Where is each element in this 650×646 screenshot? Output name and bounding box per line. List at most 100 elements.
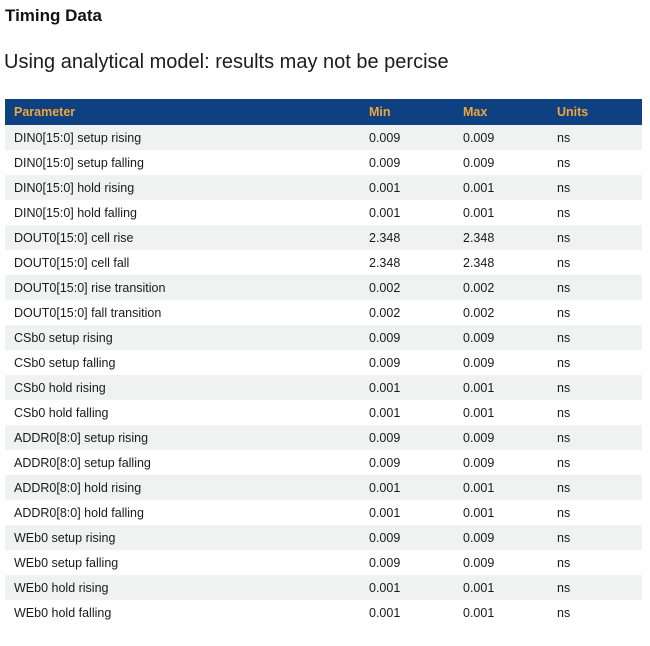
table-row: DOUT0[15:0] cell fall 2.348 2.348 ns xyxy=(5,250,642,275)
cell-units: ns xyxy=(557,580,571,595)
cell-units: ns xyxy=(557,230,571,245)
table-row: DOUT0[15:0] rise transition 0.002 0.002 ns xyxy=(5,275,642,300)
cell-max: 0.002 xyxy=(463,305,495,320)
cell-units: ns xyxy=(557,405,571,420)
timing-table-head: Parameter Min Max Units xyxy=(5,99,642,125)
cell-min: 0.009 xyxy=(369,355,401,370)
table-row: CSb0 hold rising 0.001 0.001 ns xyxy=(5,375,642,400)
cell-max: 0.009 xyxy=(463,455,495,470)
cell-min: 0.001 xyxy=(369,605,401,620)
page-title: Timing Data xyxy=(5,6,102,25)
cell-parameter: DOUT0[15:0] fall transition xyxy=(14,305,162,320)
cell-min: 0.001 xyxy=(369,405,401,420)
table-row: DIN0[15:0] setup rising 0.009 0.009 ns xyxy=(5,125,642,150)
cell-min: 0.001 xyxy=(369,505,401,520)
cell-parameter: ADDR0[8:0] hold rising xyxy=(14,480,142,495)
cell-units: ns xyxy=(557,255,571,270)
cell-min: 0.009 xyxy=(369,330,401,345)
cell-max: 0.001 xyxy=(463,605,495,620)
cell-max: 0.009 xyxy=(463,130,495,145)
table-row: CSb0 setup falling 0.009 0.009 ns xyxy=(5,350,642,375)
cell-max: 0.009 xyxy=(463,155,495,170)
cell-units: ns xyxy=(557,505,571,520)
cell-max: 0.001 xyxy=(463,480,495,495)
cell-units: ns xyxy=(557,180,571,195)
table-row: DIN0[15:0] hold falling 0.001 0.001 ns xyxy=(5,200,642,225)
cell-units: ns xyxy=(557,555,571,570)
cell-max: 0.001 xyxy=(463,205,495,220)
cell-parameter: ADDR0[8:0] hold falling xyxy=(14,505,144,520)
cell-units: ns xyxy=(557,355,571,370)
cell-min: 0.001 xyxy=(369,180,401,195)
cell-max: 0.009 xyxy=(463,430,495,445)
header-row: Parameter Min Max Units xyxy=(5,99,642,125)
table-row: DIN0[15:0] hold rising 0.001 0.001 ns xyxy=(5,175,642,200)
cell-min: 0.002 xyxy=(369,305,401,320)
cell-min: 2.348 xyxy=(369,255,401,270)
cell-max: 0.009 xyxy=(463,355,495,370)
timing-table-body: DIN0[15:0] setup rising 0.009 0.009 ns DIN0[… xyxy=(5,125,642,625)
cell-min: 0.001 xyxy=(369,480,401,495)
cell-parameter: DIN0[15:0] hold rising xyxy=(14,180,135,195)
cell-parameter: DOUT0[15:0] cell fall xyxy=(14,255,130,270)
table-row: WEb0 hold falling 0.001 0.001 ns xyxy=(5,600,642,625)
cell-max: 0.009 xyxy=(463,330,495,345)
column-header-max: Max xyxy=(454,99,548,125)
cell-max: 2.348 xyxy=(463,255,495,270)
cell-min: 0.009 xyxy=(369,455,401,470)
cell-min: 0.001 xyxy=(369,205,401,220)
cell-max: 0.001 xyxy=(463,405,495,420)
table-row: ADDR0[8:0] setup rising 0.009 0.009 ns xyxy=(5,425,642,450)
cell-units: ns xyxy=(557,330,571,345)
page-subtitle: Using analytical model: results may not … xyxy=(4,51,449,73)
cell-parameter: DIN0[15:0] setup rising xyxy=(14,130,142,145)
column-header-units: Units xyxy=(548,99,642,125)
cell-units: ns xyxy=(557,455,571,470)
cell-max: 0.002 xyxy=(463,280,495,295)
table-row: DIN0[15:0] setup falling 0.009 0.009 ns xyxy=(5,150,642,175)
cell-min: 0.009 xyxy=(369,155,401,170)
cell-parameter: ADDR0[8:0] setup falling xyxy=(14,455,151,470)
cell-min: 0.001 xyxy=(369,580,401,595)
cell-max: 0.001 xyxy=(463,505,495,520)
table-row: WEb0 setup rising 0.009 0.009 ns xyxy=(5,525,642,550)
cell-parameter: WEb0 setup falling xyxy=(14,555,119,570)
cell-units: ns xyxy=(557,480,571,495)
timing-table: Parameter Min Max Units DIN0[15:0] setup ri… xyxy=(5,99,642,625)
cell-parameter: CSb0 hold falling xyxy=(14,405,109,420)
table-row: DOUT0[15:0] cell rise 2.348 2.348 ns xyxy=(5,225,642,250)
cell-min: 2.348 xyxy=(369,230,401,245)
table-row: CSb0 setup rising 0.009 0.009 ns xyxy=(5,325,642,350)
cell-max: 0.001 xyxy=(463,580,495,595)
cell-parameter: ADDR0[8:0] setup rising xyxy=(14,430,149,445)
table-row: ADDR0[8:0] setup falling 0.009 0.009 ns xyxy=(5,450,642,475)
cell-parameter: CSb0 setup falling xyxy=(14,355,116,370)
cell-units: ns xyxy=(557,530,571,545)
cell-units: ns xyxy=(557,280,571,295)
cell-units: ns xyxy=(557,155,571,170)
cell-min: 0.001 xyxy=(369,380,401,395)
cell-units: ns xyxy=(557,380,571,395)
cell-parameter: DOUT0[15:0] cell rise xyxy=(14,230,134,245)
column-header-min: Min xyxy=(360,99,454,125)
cell-min: 0.002 xyxy=(369,280,401,295)
cell-parameter: DIN0[15:0] setup falling xyxy=(14,155,144,170)
page: Timing Data Using analytical model: resu… xyxy=(0,6,650,646)
cell-max: 0.001 xyxy=(463,380,495,395)
cell-min: 0.009 xyxy=(369,430,401,445)
cell-parameter: CSb0 setup rising xyxy=(14,330,113,345)
cell-units: ns xyxy=(557,305,571,320)
cell-parameter: DIN0[15:0] hold falling xyxy=(14,205,137,220)
cell-max: 0.009 xyxy=(463,555,495,570)
cell-min: 0.009 xyxy=(369,530,401,545)
cell-units: ns xyxy=(557,605,571,620)
cell-max: 0.001 xyxy=(463,180,495,195)
column-header-parameter: Parameter xyxy=(5,99,360,125)
cell-parameter: CSb0 hold rising xyxy=(14,380,106,395)
cell-units: ns xyxy=(557,430,571,445)
table-row: ADDR0[8:0] hold falling 0.001 0.001 ns xyxy=(5,500,642,525)
cell-parameter: WEb0 setup rising xyxy=(14,530,116,545)
cell-min: 0.009 xyxy=(369,555,401,570)
cell-max: 2.348 xyxy=(463,230,495,245)
cell-max: 0.009 xyxy=(463,530,495,545)
